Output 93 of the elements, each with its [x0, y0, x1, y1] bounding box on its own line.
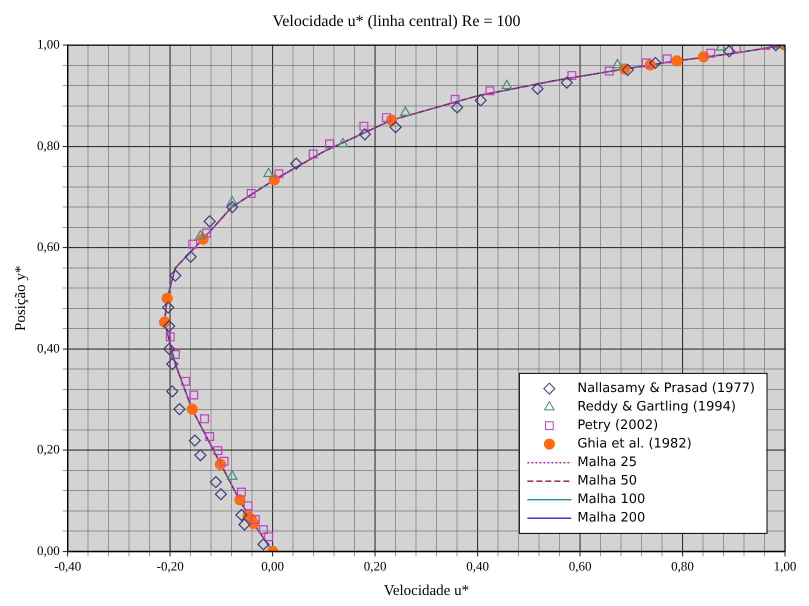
point [166, 385, 178, 398]
point [263, 168, 274, 178]
point [173, 403, 186, 416]
y-tick-label: 0,60 [37, 239, 60, 254]
point [382, 113, 391, 122]
point [706, 48, 716, 58]
y-tick-label: 0,20 [37, 442, 60, 457]
legend-label: Malha 200 [577, 510, 646, 526]
point [234, 494, 246, 506]
point [202, 228, 212, 238]
point [662, 54, 672, 64]
point [226, 470, 238, 480]
point [258, 525, 268, 534]
x-tick-label: 0,40 [466, 558, 489, 574]
point [501, 80, 512, 90]
x-tick-label: 0,20 [364, 558, 387, 574]
y-tick-label: 0,40 [37, 340, 60, 356]
y-tick-label: 0,80 [37, 138, 60, 153]
legend-label: Malha 100 [577, 492, 646, 508]
point [390, 121, 402, 134]
point [671, 55, 682, 66]
point [235, 508, 248, 522]
point [236, 488, 246, 497]
y-axis-title: Posição y* [12, 266, 29, 332]
point [189, 390, 198, 400]
x-tick-label: 0,00 [261, 558, 284, 574]
point [642, 58, 651, 68]
point [194, 449, 207, 462]
point [560, 76, 573, 89]
point [622, 64, 634, 76]
point [184, 250, 197, 263]
point [257, 538, 270, 550]
point [732, 45, 741, 53]
point [612, 58, 623, 68]
point [188, 434, 201, 447]
point [204, 215, 216, 228]
point [163, 342, 176, 356]
point [181, 376, 190, 386]
x-tick-label: -0,40 [54, 558, 82, 574]
point [162, 292, 173, 304]
point [238, 518, 251, 531]
legend-label: Malha 25 [577, 455, 638, 470]
x-tick-label: 0,60 [568, 558, 592, 574]
point [474, 94, 487, 106]
point [244, 501, 253, 510]
point [451, 101, 464, 114]
point [567, 71, 576, 80]
legend-label: Malha 50 [577, 474, 638, 489]
point [200, 414, 210, 424]
point [246, 189, 256, 198]
point [220, 456, 228, 466]
point [186, 404, 198, 415]
point [170, 350, 180, 359]
point [205, 432, 214, 441]
point [226, 196, 238, 206]
chart-title: Velocidade u* (linha central) Re = 100 [272, 12, 521, 30]
point [604, 66, 614, 76]
x-tick-label: 1,00 [774, 558, 796, 574]
point [226, 201, 238, 214]
x-tick-label: 0,80 [671, 558, 694, 574]
point [213, 446, 222, 456]
legend-label: Ghia et al. (1982) [577, 436, 692, 452]
x-axis-title: Velocidade u* [384, 582, 470, 599]
y-tick-label: 0,00 [37, 542, 60, 558]
point [338, 138, 348, 148]
point [166, 332, 175, 342]
point [450, 94, 460, 104]
point [723, 45, 736, 58]
point [358, 128, 371, 140]
point [250, 515, 260, 524]
point [308, 150, 318, 159]
point [531, 82, 544, 95]
point [188, 240, 198, 249]
point [162, 301, 174, 314]
legend-label: Nallasamy & Prasad (1977) [577, 381, 756, 396]
point [325, 139, 334, 148]
x-tick-label: -0,20 [156, 558, 184, 574]
point [649, 56, 662, 70]
legend-label: Reddy & Gartling (1994) [577, 400, 736, 415]
point [290, 158, 302, 170]
point [210, 476, 222, 488]
point [195, 230, 206, 240]
point [359, 122, 368, 131]
point [264, 532, 274, 542]
point [163, 320, 176, 332]
point [214, 488, 228, 500]
point [166, 358, 178, 370]
point [400, 106, 411, 116]
legend-label: Petry (2002) [577, 418, 658, 434]
point [274, 169, 284, 178]
y-tick-label: 1,00 [37, 36, 60, 52]
point [169, 269, 182, 282]
point [485, 86, 494, 96]
